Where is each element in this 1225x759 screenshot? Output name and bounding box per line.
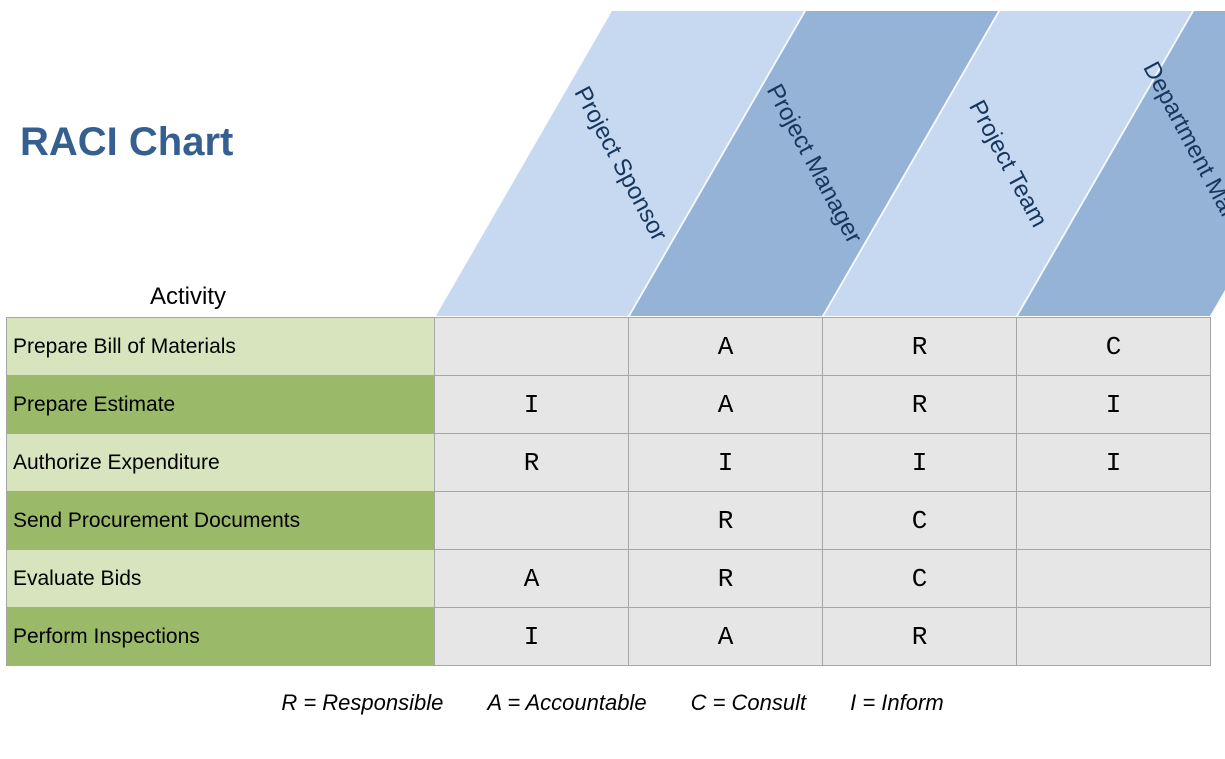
legend-item: R = Responsible	[281, 690, 443, 716]
activity-cell: Authorize Expenditure	[7, 434, 435, 492]
legend-item: C = Consult	[691, 690, 807, 716]
table-row: Send Procurement Documents RC	[7, 492, 1211, 550]
raci-table-wrap: Prepare Bill of MaterialsARCPrepare Esti…	[6, 317, 1211, 666]
raci-value-cell: C	[823, 550, 1017, 608]
raci-value-cell: R	[629, 550, 823, 608]
raci-value-cell: A	[629, 376, 823, 434]
chart-title: RACI Chart	[20, 120, 233, 165]
activity-cell: Prepare Bill of Materials	[7, 318, 435, 376]
table-row: Prepare EstimateIARI	[7, 376, 1211, 434]
activity-cell: Prepare Estimate	[7, 376, 435, 434]
table-row: Authorize ExpenditureRIII	[7, 434, 1211, 492]
activity-cell: Evaluate Bids	[7, 550, 435, 608]
raci-value-cell	[1017, 492, 1211, 550]
raci-value-cell: R	[435, 434, 629, 492]
raci-value-cell: C	[1017, 318, 1211, 376]
raci-value-cell: R	[823, 608, 1017, 666]
raci-value-cell	[1017, 608, 1211, 666]
table-row: Perform InspectionsIAR	[7, 608, 1211, 666]
raci-value-cell: A	[629, 318, 823, 376]
table-row: Evaluate BidsARC	[7, 550, 1211, 608]
role-header-label: Department Manager	[1136, 57, 1225, 270]
activity-cell: Send Procurement Documents	[7, 492, 435, 550]
raci-value-cell	[435, 318, 629, 376]
activity-cell: Perform Inspections	[7, 608, 435, 666]
raci-value-cell: I	[435, 376, 629, 434]
role-header-label: Project Manager	[760, 79, 867, 248]
role-header-label: Project Sponsor	[568, 82, 673, 246]
raci-value-cell: C	[823, 492, 1017, 550]
raci-value-cell: R	[629, 492, 823, 550]
raci-value-cell: R	[823, 376, 1017, 434]
raci-value-cell: A	[629, 608, 823, 666]
raci-value-cell: I	[1017, 434, 1211, 492]
raci-value-cell: A	[435, 550, 629, 608]
raci-value-cell: I	[823, 434, 1017, 492]
legend-item: A = Accountable	[487, 690, 646, 716]
raci-value-cell	[435, 492, 629, 550]
legend-item: I = Inform	[850, 690, 944, 716]
raci-value-cell	[1017, 550, 1211, 608]
activity-column-header: Activity	[150, 283, 226, 311]
raci-value-cell: I	[435, 608, 629, 666]
raci-value-cell: I	[629, 434, 823, 492]
raci-table: Prepare Bill of MaterialsARCPrepare Esti…	[6, 317, 1211, 666]
legend: R = Responsible A = Accountable C = Consul…	[0, 690, 1225, 716]
raci-value-cell: I	[1017, 376, 1211, 434]
raci-value-cell: R	[823, 318, 1017, 376]
table-row: Prepare Bill of Materials ARC	[7, 318, 1211, 376]
raci-chart-container: RACI Chart Activity Project Sponsor Proje…	[0, 0, 1225, 759]
role-header-label: Project Team	[963, 95, 1053, 231]
